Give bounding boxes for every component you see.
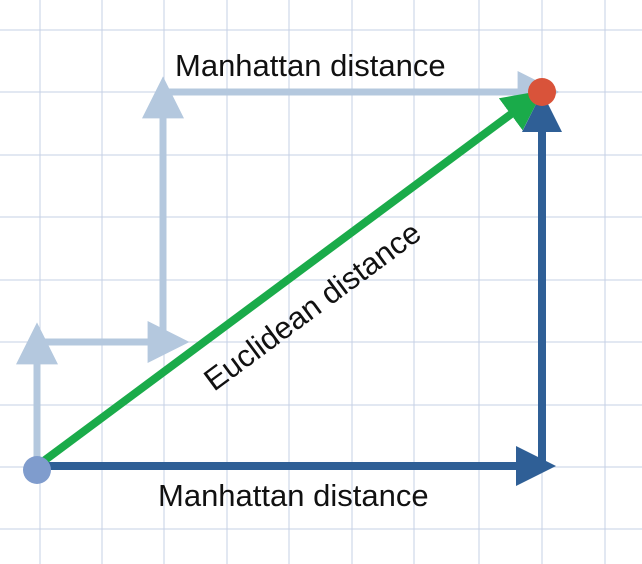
start-point [23,456,51,484]
euclidean-distance-label: Euclidean distance [197,215,427,398]
manhattan-distance-label-bottom: Manhattan distance [158,478,429,513]
euclidean-path [34,90,543,470]
end-point [528,78,556,106]
manhattan-path-direct [37,92,562,486]
manhattan-distance-label-top: Manhattan distance [175,48,446,83]
manhattan-path-staircase [16,71,560,466]
